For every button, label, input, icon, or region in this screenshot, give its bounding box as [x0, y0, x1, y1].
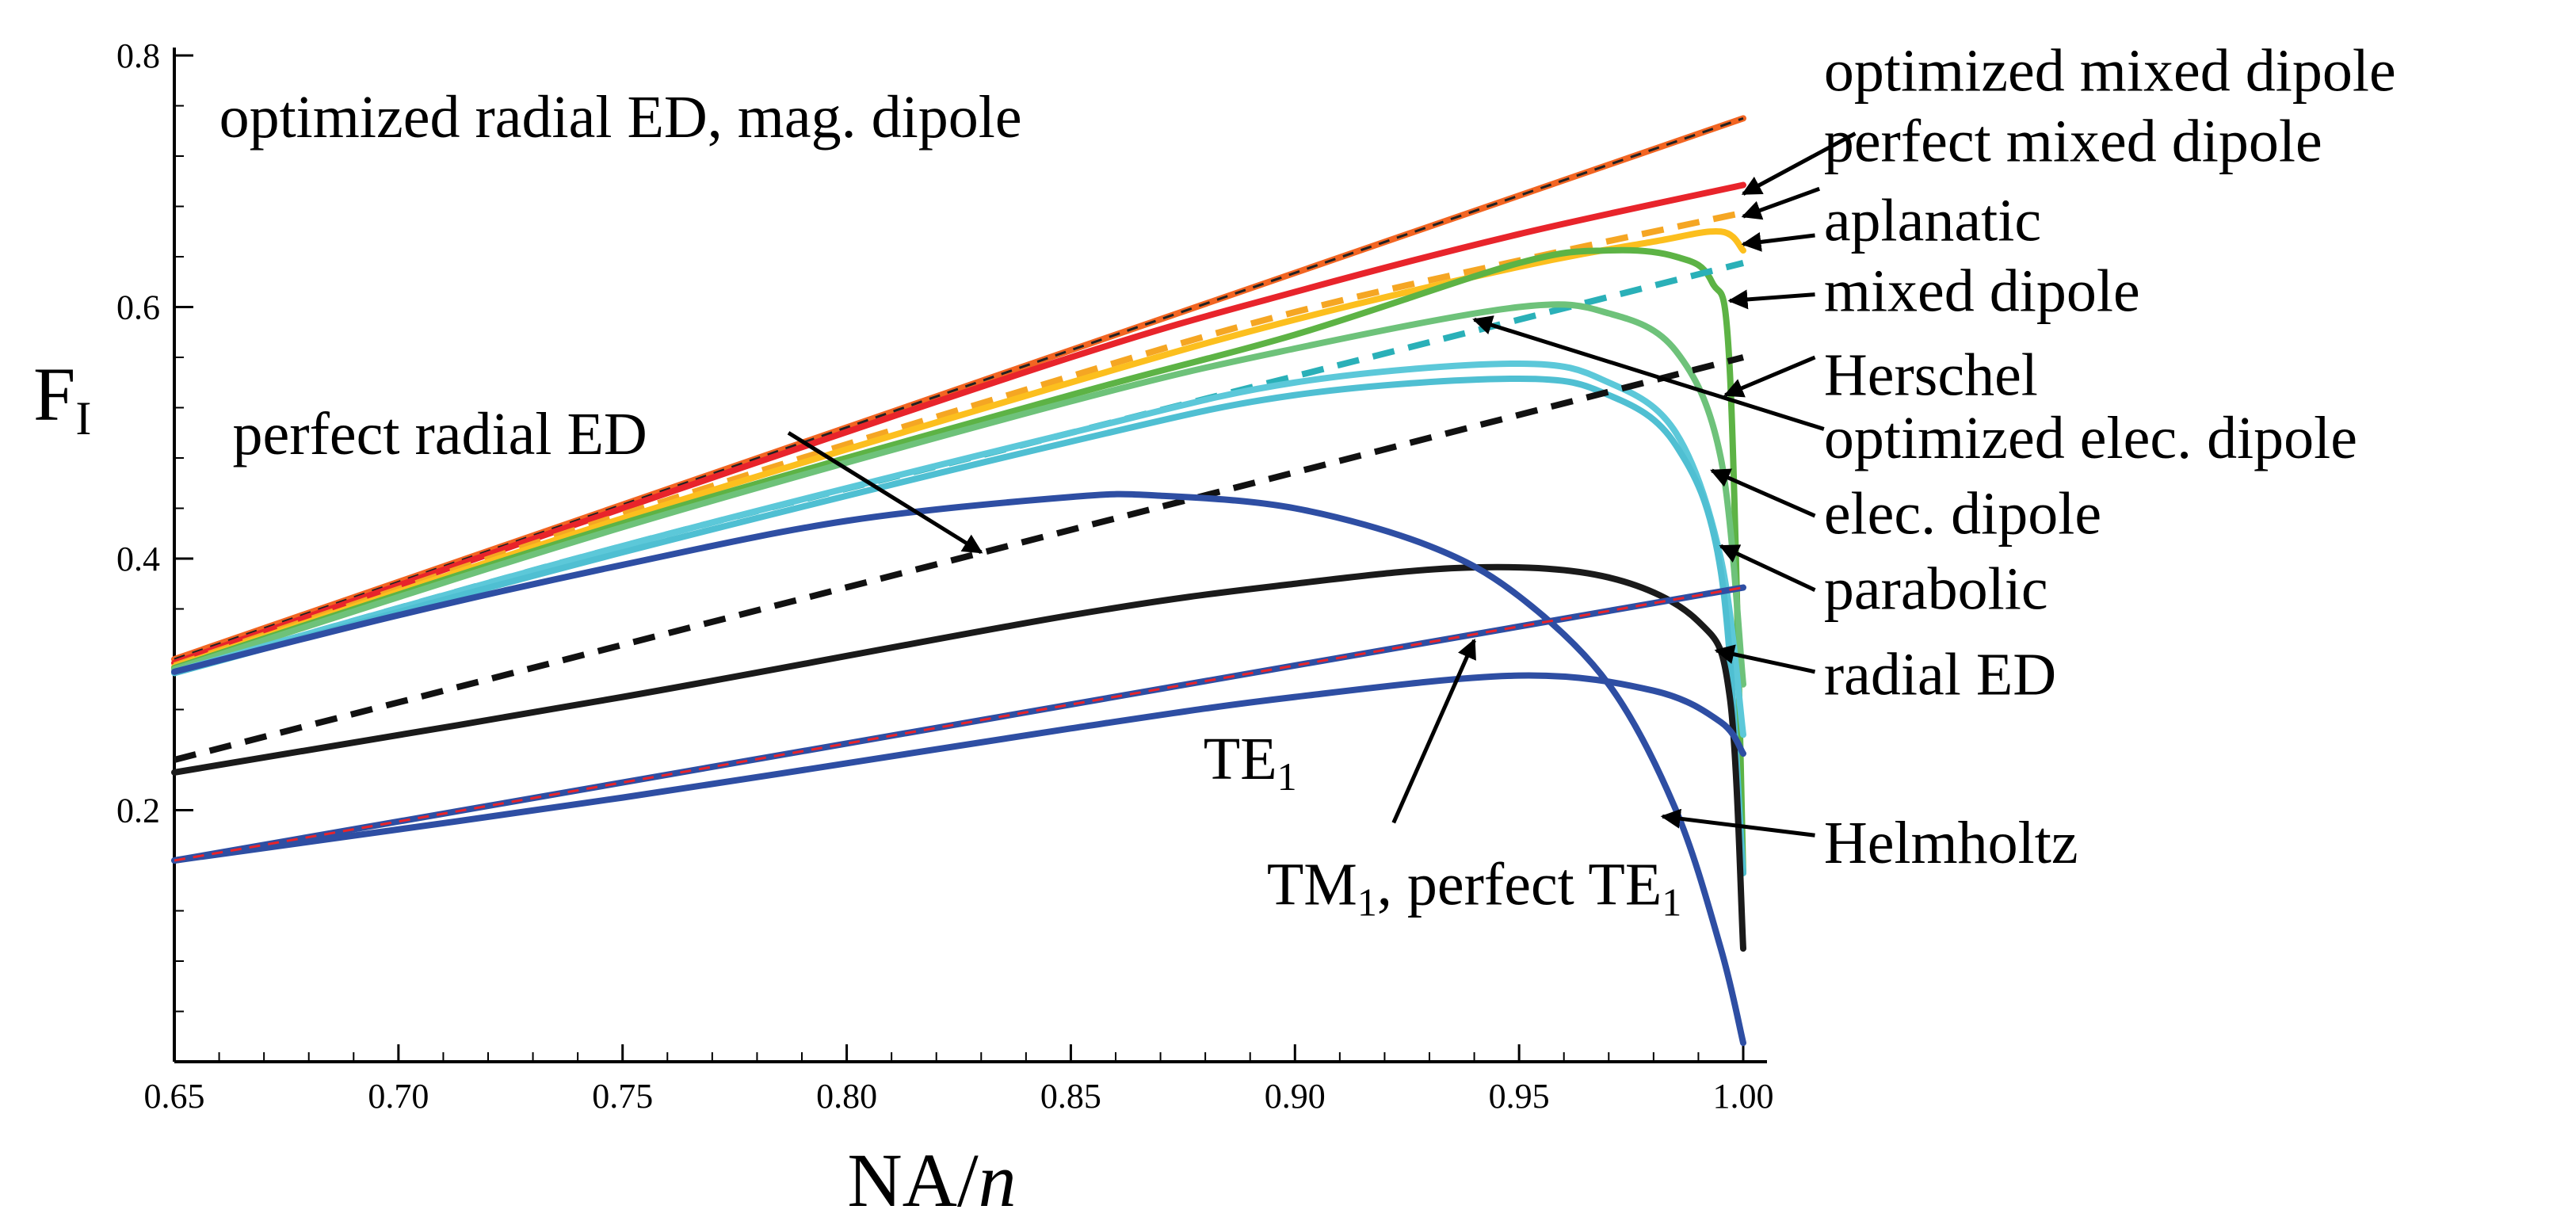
arrow-optimized-elec-dipole — [1472, 315, 1825, 431]
x-tick-label: 0.95 — [1489, 1077, 1550, 1116]
arrow-mixed-dipole — [1727, 289, 1815, 310]
series-tm1-perfect-te1 — [171, 584, 1746, 864]
y-tick-label: 0.2 — [116, 792, 160, 830]
arrow-tm-perfect-te — [1391, 638, 1476, 824]
series-optimized-elec-dipole — [171, 301, 1746, 688]
x-axis-label: NA/n — [847, 1138, 1016, 1221]
label-parabolic: parabolic — [1824, 556, 2048, 623]
label-te: TE1 — [1204, 726, 1297, 799]
label-herschel: Herschel — [1824, 342, 2038, 409]
arrow-elec-dipole — [1710, 468, 1816, 518]
annotation-layer: optimized radial ED, mag. dipole optimize… — [219, 37, 2396, 924]
series-aplanatic — [171, 227, 1746, 670]
y-tick-label: 0.6 — [116, 288, 160, 327]
x-tick-label: 1.00 — [1713, 1077, 1774, 1116]
label-aplanatic: aplanatic — [1824, 187, 2041, 254]
label-optimized-radial-ed-mag-dipole: optimized radial ED, mag. dipole — [219, 84, 1022, 151]
x-tick-label: 0.70 — [368, 1077, 429, 1116]
x-tick-label: 0.65 — [144, 1077, 205, 1116]
arrow-aplanatic — [1741, 231, 1815, 252]
arrow-perfect-radial-ed — [787, 431, 983, 555]
y-axis-label: FI — [33, 352, 91, 445]
x-tick-label: 0.75 — [592, 1077, 653, 1116]
label-mixed-dipole: mixed dipole — [1824, 258, 2140, 324]
series-te1 — [171, 672, 1746, 864]
arrow-herschel — [1723, 355, 1816, 398]
x-tick-label: 0.85 — [1040, 1077, 1101, 1116]
series-mixed-dipole — [171, 246, 1746, 876]
series-helmholtz — [171, 490, 1746, 1047]
arrow-radial-ed — [1714, 644, 1816, 674]
label-helmholtz: Helmholtz — [1824, 810, 2078, 876]
arrow-parabolic — [1719, 544, 1816, 592]
x-tick-label: 0.90 — [1265, 1077, 1326, 1116]
label-optimized-elec-dipole: optimized elec. dipole — [1824, 405, 2357, 471]
label-optimized-mixed-dipole: optimized mixed dipole — [1824, 37, 2396, 104]
label-radial-ed: radial ED — [1824, 641, 2056, 708]
y-tick-label: 0.4 — [116, 540, 160, 578]
y-tick-label: 0.8 — [116, 36, 160, 75]
label-perfect-radial-ed: perfect radial ED — [233, 401, 647, 467]
series-parabolic — [171, 375, 1746, 876]
arrow-perfect-mixed-dipole — [1741, 186, 1821, 220]
series-optimized-mixed-dipole — [171, 181, 1746, 666]
label-tm-perfect-te: TM1, perfect TE1 — [1267, 852, 1681, 925]
label-elec-dipole: elec. dipole — [1824, 480, 2101, 547]
series-optimized-radial-ed-mag-dipole-overlay — [174, 116, 1744, 661]
axes: 0.65 0.70 0.75 0.80 0.85 0.90 0.95 1.00 0.2 0.4 0.… — [116, 36, 1774, 1116]
series-layer — [171, 115, 1746, 1047]
label-perfect-mixed-dipole: perfect mixed dipole — [1824, 108, 2322, 174]
arrow-optimized-mixed-dipole — [1741, 132, 1857, 196]
arrow-helmholtz — [1660, 808, 1815, 838]
x-tick-label: 0.80 — [816, 1077, 877, 1116]
series-perfect-radial-ed — [174, 354, 1744, 763]
